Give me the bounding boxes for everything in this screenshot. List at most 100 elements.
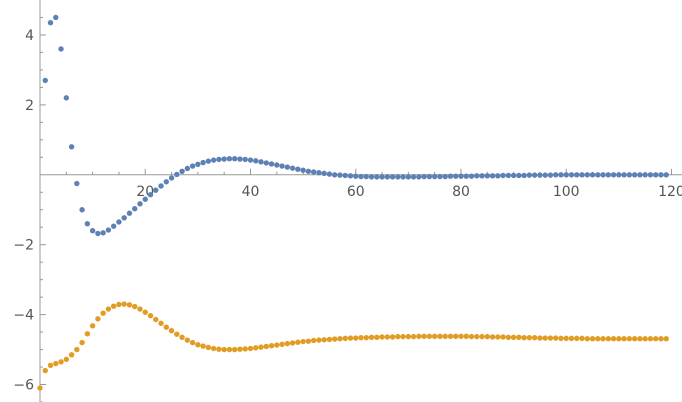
data-point [658,336,664,342]
data-point [347,335,354,341]
data-point [547,335,554,341]
data-point [358,173,364,180]
data-point [147,192,154,198]
data-point [463,173,469,179]
data-point [395,174,401,180]
y-ticks: 4 2 −2 −4 −6 [13,16,46,402]
data-point [268,161,275,167]
data-point [663,172,669,178]
data-point [153,316,159,323]
data-point [342,172,348,179]
data-point [205,158,212,164]
data-point [163,324,169,330]
data-point [574,335,580,342]
data-point [531,172,538,178]
data-point [142,196,148,202]
axes [39,0,682,402]
data-point [537,335,543,341]
data-point [589,336,596,342]
x-tick-label: 80 [452,184,470,200]
data-point [37,385,43,391]
data-point [137,201,143,207]
data-point [516,334,522,341]
data-point [584,336,590,342]
data-point [247,157,254,163]
data-point [47,20,54,26]
data-point [595,172,601,178]
data-point [458,333,464,339]
data-point [426,173,433,180]
data-point [58,359,64,365]
data-point [253,345,259,351]
data-point [384,174,391,180]
data-point [484,333,490,340]
data-point [116,301,122,308]
data-point [184,337,191,343]
data-point [221,346,227,353]
data-point [226,346,233,353]
data-point [68,352,75,358]
data-point [42,77,48,84]
data-point [500,172,506,179]
data-point [531,334,538,341]
data-point [110,303,117,309]
data-point [274,162,280,168]
data-point [263,160,269,166]
data-point [247,345,254,352]
data-point [526,334,533,341]
data-point [363,173,369,180]
data-point [416,174,422,180]
data-point [521,172,527,179]
data-point [189,163,196,169]
data-point [453,333,459,339]
data-point [479,173,485,179]
data-point [326,336,333,343]
data-point [195,341,201,348]
data-point [305,168,312,174]
data-point [621,336,627,342]
data-point [626,172,633,178]
data-point [89,228,96,234]
data-point [168,175,175,181]
data-point [442,333,448,339]
y-tick-label: −4 [13,308,34,324]
y-tick-label: 4 [25,28,34,44]
data-point [410,174,417,180]
data-point [89,323,96,329]
data-point [237,156,243,162]
data-point [595,336,601,342]
data-point [568,172,575,178]
data-point [410,333,417,340]
data-point [142,309,148,315]
data-point [542,172,548,178]
data-point [474,333,480,340]
series-layer [37,14,669,391]
data-point [316,169,322,176]
data-point [505,172,512,179]
data-point [105,227,112,233]
data-point [637,336,643,342]
data-point [110,223,117,229]
data-point [242,156,248,163]
data-point [568,335,575,342]
data-point [600,172,606,178]
data-point [116,219,122,225]
data-point [300,167,306,173]
data-point [510,334,517,341]
data-point [321,337,327,343]
data-point [652,336,659,342]
data-point [663,336,669,342]
data-point [221,156,227,162]
data-point [126,210,133,216]
data-point [642,172,648,178]
data-point [563,172,569,178]
data-point [58,46,64,52]
data-point [637,172,643,178]
data-point [174,331,180,337]
series-1 [42,14,669,237]
data-point [53,14,59,21]
data-point [421,333,427,339]
x-tick-label: 120 [658,184,682,200]
data-point [579,172,585,178]
y-tick-label: −2 [13,238,34,254]
